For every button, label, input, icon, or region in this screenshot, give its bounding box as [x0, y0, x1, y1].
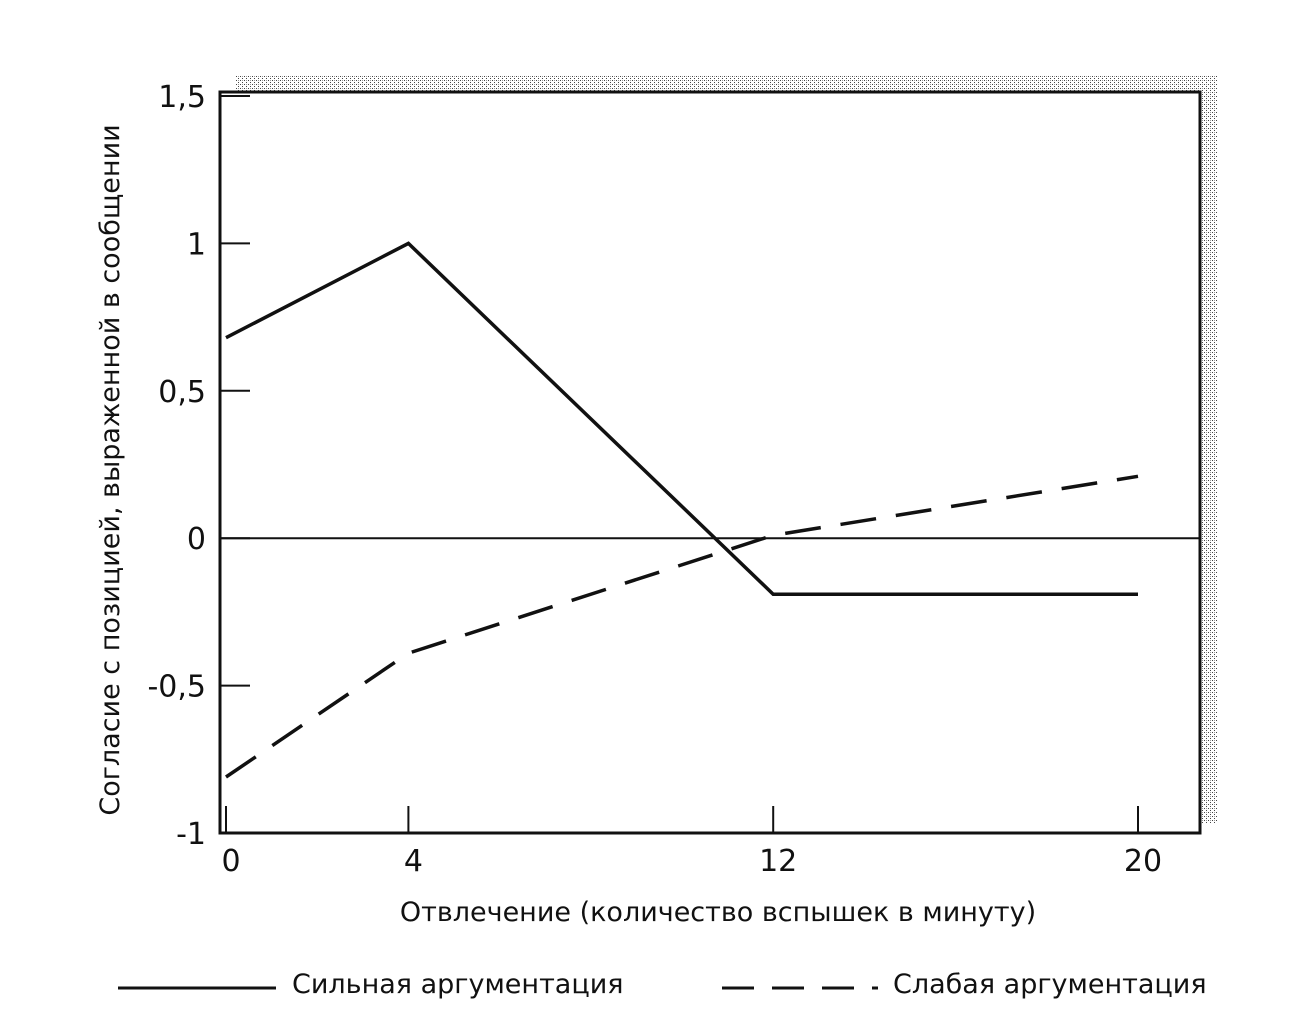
- x-tick-label: 12: [759, 844, 797, 879]
- y-axis-title: Согласие с позицией, выраженной в сообще…: [95, 124, 126, 815]
- plot-frame: [218, 90, 1202, 835]
- x-tick-label: 0: [221, 844, 240, 879]
- y-tick-label: 1: [187, 227, 206, 262]
- frame-shadow-right: [1200, 75, 1218, 823]
- y-axis-ticks: 1,5 1 0,5 0 -0,5 -1: [147, 80, 250, 852]
- y-tick-label: -0,5: [147, 670, 206, 705]
- x-axis-title: Отвлечение (количество вспышек в минуту): [400, 897, 1036, 928]
- y-tick-label: 1,5: [158, 80, 206, 115]
- legend-label-weak: Слабая аргументация: [893, 969, 1207, 1000]
- legend-label-strong: Сильная аргументация: [292, 969, 624, 1000]
- series-layer: [225, 241, 1139, 779]
- frame-shadow-top: [236, 75, 1218, 92]
- x-axis-ticks: 0 4 12 20: [221, 806, 1162, 879]
- x-tick-label: 4: [404, 844, 423, 879]
- series-line-strong: [225, 241, 1138, 596]
- legend: Сильная аргументация Слабая аргументация: [118, 969, 1207, 1000]
- y-tick-label: 0: [187, 522, 206, 557]
- y-tick-label: 0,5: [158, 375, 206, 410]
- series-line-weak: [225, 474, 1139, 779]
- x-tick-label: 20: [1124, 844, 1162, 879]
- y-tick-label: -1: [176, 817, 206, 852]
